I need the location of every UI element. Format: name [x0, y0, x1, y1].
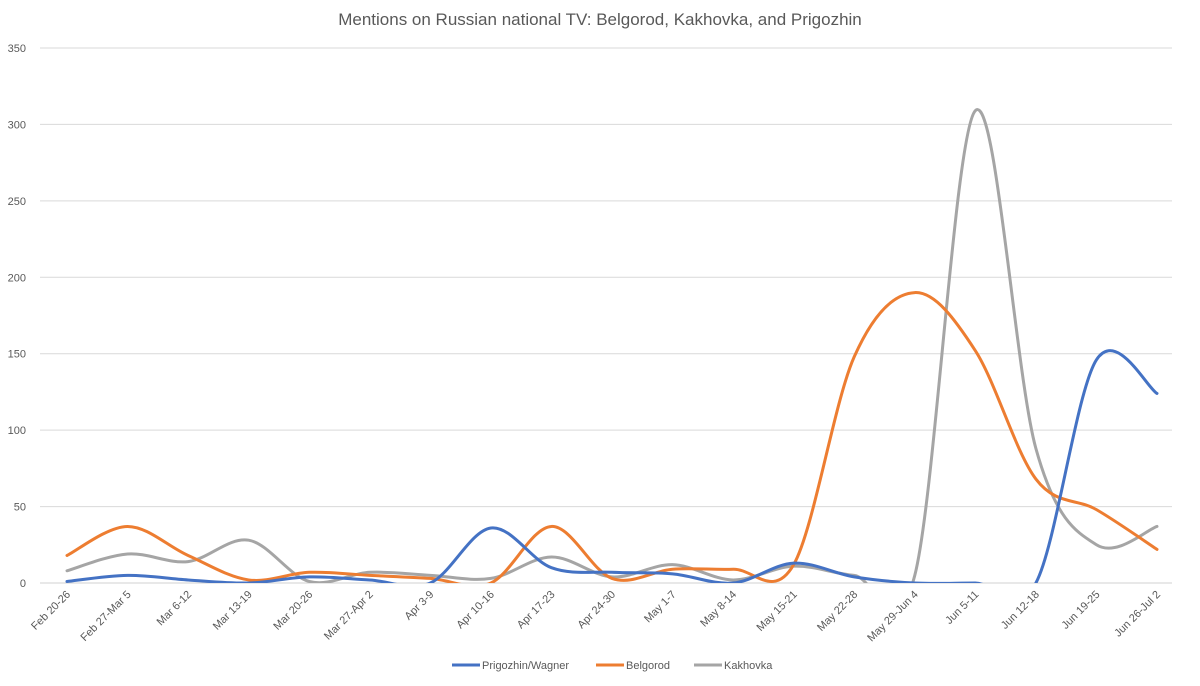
series-line-belgorod	[65, 291, 1159, 583]
legend-item: Prigozhin/Wagner	[452, 660, 569, 672]
x-axis: Feb 20-26 Feb 27-Mar 5 Mar 6-12 Mar 13-19 Ma…	[29, 589, 1163, 645]
series-line-kakhovka	[65, 108, 1159, 583]
x-tick-label: Mar 27-Apr 2	[322, 589, 376, 643]
x-tick-label: May 29-Jun 4	[865, 589, 921, 645]
x-tick-label: May 15-21	[755, 589, 800, 634]
y-axis: 0 50 100 150 200 250 300 350	[8, 43, 26, 590]
legend-item: Belgorod	[596, 660, 670, 672]
x-tick-label: Feb 20-26	[29, 589, 73, 633]
y-tick-label: 150	[8, 349, 26, 361]
x-tick-label: Apr 17-23	[515, 589, 558, 632]
x-tick-label: Jun 26-Jul 2	[1112, 589, 1163, 640]
gridlines	[40, 47, 1172, 584]
legend-label: Belgorod	[626, 660, 670, 672]
legend-label: Prigozhin/Wagner	[482, 660, 569, 672]
y-tick-label: 350	[8, 43, 26, 55]
chart-title: Mentions on Russian national TV: Belgoro…	[338, 10, 862, 29]
x-tick-label: Jun 12-18	[999, 589, 1042, 632]
legend: Prigozhin/Wagner Belgorod Kakhovka	[452, 660, 773, 672]
x-tick-label: Mar 13-19	[211, 589, 255, 633]
x-tick-label: Feb 27-Mar 5	[79, 589, 134, 644]
y-tick-label: 200	[8, 272, 26, 284]
x-tick-label: Apr 24-30	[575, 589, 618, 632]
y-tick-label: 300	[8, 119, 26, 131]
y-tick-label: 100	[8, 425, 26, 437]
x-tick-label: Jun 5-11	[943, 589, 981, 627]
series-lines	[65, 108, 1159, 583]
x-tick-label: May 22-28	[815, 589, 860, 634]
y-tick-label: 0	[20, 578, 26, 590]
x-tick-label: Mar 6-12	[155, 589, 195, 629]
legend-item: Kakhovka	[694, 660, 773, 672]
x-tick-label: May 8-14	[698, 589, 739, 630]
x-tick-label: Mar 20-26	[271, 589, 315, 633]
x-tick-label: Apr 3-9	[402, 589, 436, 623]
legend-label: Kakhovka	[724, 660, 773, 672]
x-tick-label: Jun 19-25	[1059, 589, 1102, 632]
x-tick-label: May 1-7	[642, 589, 679, 626]
y-tick-label: 50	[14, 502, 26, 514]
x-tick-label: Apr 10-16	[454, 589, 497, 632]
y-tick-label: 250	[8, 196, 26, 208]
series-line-prigozhin-wagner	[65, 349, 1159, 583]
